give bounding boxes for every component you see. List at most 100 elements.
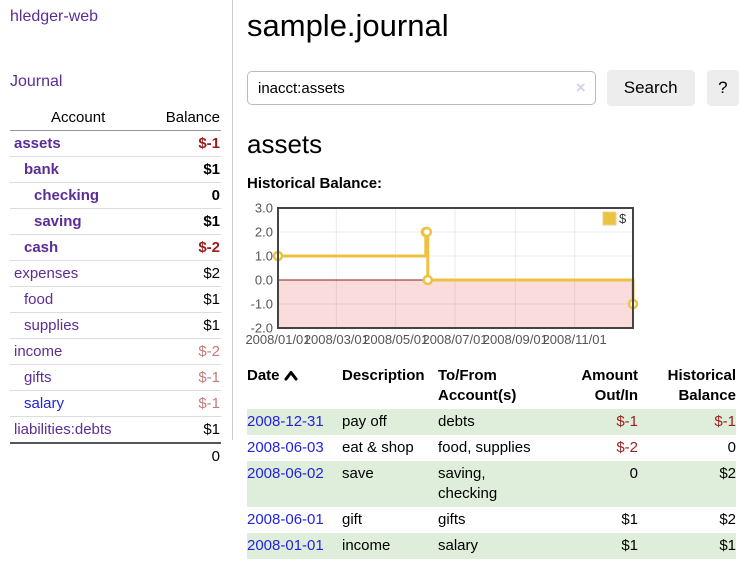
transaction-balance: $2 [719,511,736,528]
account-link[interactable]: saving [34,213,82,230]
account-link[interactable]: income [14,343,63,360]
account-link[interactable]: checking [34,187,100,204]
account-balance: $-2 [146,234,221,261]
y-axis-tick-label: -2.0 [251,321,273,336]
register-header-row: Date Description To/From Account(s) Amoun… [247,363,736,409]
account-row: liabilities:debts $1 [10,416,221,444]
y-axis-tick-label: 3.0 [255,201,273,216]
account-row: checking 0 [10,182,221,209]
account-link[interactable]: expenses [14,265,79,282]
transaction-description: income [342,537,391,554]
account-balance: $1 [146,208,221,235]
transaction-accounts: saving, checking [438,465,498,502]
transaction-amount: $-2 [616,439,638,456]
x-axis-tick-label: 2008/05/01 [363,332,428,347]
chart-border [277,207,634,329]
y-axis-tick-label: 0.0 [255,273,273,288]
account-balance: $1 [146,416,221,444]
account-link[interactable]: bank [24,161,60,178]
account-row: income $-2 [10,338,221,365]
nav-journal-link[interactable]: Journal [10,73,63,90]
transaction-accounts: salary [438,537,479,554]
account-link[interactable]: supplies [24,317,80,334]
transaction-accounts: gifts [438,511,466,528]
account-row: cash $-2 [10,234,221,261]
x-axis-tick-label: 2008/09/01 [483,332,548,347]
help-button[interactable]: ? [706,70,739,106]
main-content: sample.journal × Search ? assets Histori… [245,0,739,559]
transaction-date-link[interactable]: 2008-06-03 [247,439,324,456]
transaction-date-link[interactable]: 2008-12-31 [247,413,324,430]
account-link[interactable]: assets [14,135,61,152]
legend-swatch [602,211,617,226]
transaction-date-link[interactable]: 2008-01-01 [247,537,324,554]
account-row: gifts $-1 [10,364,221,391]
accounts-total-value: 0 [10,442,221,469]
account-balance: $1 [146,286,221,313]
transaction-date-link[interactable]: 2008-06-01 [247,511,324,528]
transaction-row: 2008-06-02 save saving, checking 0 $2 [247,461,736,507]
transaction-amount: $1 [621,511,638,528]
account-row: supplies $1 [10,312,221,339]
historical-balance-chart: 3.0 2.0 1.0 0.0 -1.0 -2.02008/01/012008/03/01… [245,201,639,347]
register-table: Date Description To/From Account(s) Amoun… [247,363,736,559]
sort-asc-icon [284,371,298,381]
account-link[interactable]: food [24,291,54,308]
account-balance: $-2 [146,338,221,365]
transaction-description: pay off [342,413,387,430]
data-point-marker [422,274,434,286]
accounts-body: assets $-1 bank $1 checking 0 saving $1 … [10,130,221,444]
transaction-date-link[interactable]: 2008-06-02 [247,465,324,482]
chart-label: Historical Balance: [247,175,383,192]
transaction-row: 2008-06-03 eat & shop food, supplies $-2… [247,435,736,461]
account-balance: $-1 [146,130,221,157]
account-link[interactable]: cash [24,239,59,256]
col-header-date[interactable]: Date [247,363,342,409]
transaction-amount: $1 [621,537,638,554]
account-balance: $1 [146,312,221,339]
search-form: × Search ? [247,70,739,106]
account-row: food $1 [10,286,221,313]
transaction-accounts: food, supplies [438,439,531,456]
col-header-balance: Historical Balance [667,367,736,404]
transaction-balance: 0 [727,439,736,456]
data-point-marker [421,226,433,238]
accounts-header-balance: Balance [146,105,221,131]
y-axis-tick-label: 2.0 [255,225,273,240]
x-axis-tick-label: 2008/11/01 [543,332,607,347]
account-balance: 0 [146,182,221,209]
account-link[interactable]: liabilities:debts [14,421,112,438]
page-title: sample.journal [247,8,449,43]
transaction-accounts: debts [438,413,475,430]
accounts-header-account: Account [10,105,147,131]
transaction-row: 2008-01-01 income salary $1 $1 [247,533,736,559]
accounts-header-row: Account Balance [10,105,221,131]
transaction-amount: $-1 [616,413,638,430]
account-link[interactable]: gifts [24,369,52,386]
sidebar: hledger-web Journal Account Balance asse… [0,0,233,469]
account-link[interactable]: salary [24,395,65,412]
col-header-amount: Amount Out/In [581,367,638,404]
transaction-balance: $2 [719,465,736,482]
transaction-description: eat & shop [342,439,414,456]
transaction-row: 2008-12-31 pay off debts $-1 $-1 [247,409,736,435]
x-axis-tick-label: 2008/07/01 [422,332,487,347]
transaction-row: 2008-06-01 gift gifts $1 $2 [247,507,736,533]
transaction-balance: $1 [719,537,736,554]
account-balance: $1 [146,156,221,183]
accounts-table: Account Balance assets $-1 bank $1 check… [10,105,221,469]
transaction-amount: 0 [629,465,638,482]
search-button[interactable]: Search [606,70,695,106]
register-body: 2008-12-31 pay off debts $-1 $-1 2008-06… [247,409,736,559]
search-input[interactable] [247,71,596,105]
account-row: salary $-1 [10,390,221,417]
col-header-description: Description [342,367,425,384]
transaction-description: save [342,465,374,482]
app-brand-link[interactable]: hledger-web [10,8,99,25]
account-heading: assets [247,129,323,159]
accounts-total-row: 0 [10,442,221,469]
x-axis-tick-label: 2008/03/01 [304,332,369,347]
clear-search-icon[interactable]: × [575,78,586,97]
account-balance: $2 [146,260,221,287]
transaction-description: gift [342,511,363,528]
